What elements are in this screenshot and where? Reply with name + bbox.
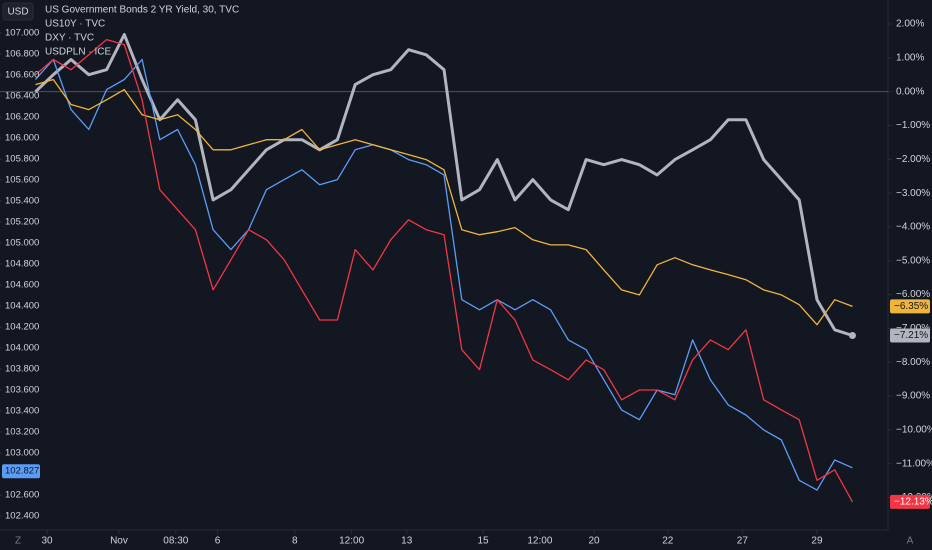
series-line: [35, 78, 853, 326]
x-tick-label: 20: [589, 536, 601, 547]
auto-scale-z[interactable]: Z: [15, 536, 21, 547]
y2-tick-label: 102.400: [5, 511, 39, 522]
value-label-bg: [890, 328, 930, 343]
x-tick-label: 27: [737, 536, 749, 547]
y-tick-label: −4.00%: [896, 222, 930, 233]
y2-tick-label: 103.800: [5, 364, 39, 375]
y-tick-label: −6.00%: [896, 289, 930, 300]
y2-tick-label: 105.000: [5, 238, 39, 249]
currency-button[interactable]: [2, 2, 34, 21]
x-tick-label: 22: [662, 536, 674, 547]
x-tick-label: 13: [401, 536, 413, 547]
y-tick-label: 1.00%: [896, 52, 924, 63]
value-label: −6.35%: [894, 301, 928, 312]
y-tick-label: −3.00%: [896, 188, 930, 199]
y2-tick-label: 102.600: [5, 490, 39, 501]
legend-entry: DXY · TVC: [45, 33, 94, 44]
y2-tick-label: 104.400: [5, 301, 39, 312]
value-label: −12.13%: [894, 497, 932, 508]
y2-tick-label: 106.400: [5, 90, 39, 101]
y2-tick-label: 106.000: [5, 133, 39, 144]
x-tick-label: 30: [42, 536, 54, 547]
series-line: [35, 58, 853, 491]
x-tick-label: Nov: [110, 536, 128, 547]
last-point: [848, 332, 856, 340]
y2-marker-bg: [2, 464, 40, 479]
y2-tick-label: 104.600: [5, 280, 39, 291]
y2-tick-label: 103.000: [5, 448, 39, 459]
x-tick-label: 08:30: [163, 536, 188, 547]
legend: US Government Bonds 2 YR Yield, 30, TVC U…: [45, 5, 239, 58]
y2-tick-label: 105.200: [5, 217, 39, 228]
y2-tick-label: 107.000: [5, 27, 39, 38]
y2-tick-label: 106.200: [5, 111, 39, 122]
y-tick-label: 0.00%: [896, 86, 924, 97]
legend-entry: US10Y · TVC: [45, 19, 105, 30]
y2-tick-label: 105.400: [5, 196, 39, 207]
y-tick-label: −8.00%: [896, 357, 930, 368]
x-tick-label: 6: [215, 536, 221, 547]
y2-tick-label: 106.600: [5, 69, 39, 80]
y-tick-label: −11.00%: [896, 458, 932, 469]
y-tick-label: −10.00%: [896, 425, 932, 436]
y2-tick-label: 103.400: [5, 406, 39, 417]
x-tick-label: 8: [292, 536, 298, 547]
y-tick-label: −2.00%: [896, 154, 930, 165]
y2-tick-label: 104.000: [5, 343, 39, 354]
value-label: −7.21%: [894, 330, 928, 341]
y2-tick-label: 103.200: [5, 427, 39, 438]
y2-tick-label: 104.800: [5, 259, 39, 270]
y-tick-label: −9.00%: [896, 391, 930, 402]
x-tick-label: 12:00: [339, 536, 364, 547]
value-label-bg: [890, 494, 930, 509]
x-tick-label: 12:00: [527, 536, 552, 547]
y2-tick-label: 103.600: [5, 385, 39, 396]
value-label-bg: [890, 299, 930, 314]
series-line: [34, 33, 853, 337]
y2-tick-label: 106.800: [5, 48, 39, 59]
currency-label: USD: [7, 7, 28, 18]
legend-entry: US Government Bonds 2 YR Yield, 30, TVC: [45, 5, 239, 16]
y2-tick-label: 105.800: [5, 154, 39, 165]
x-tick-label: 15: [478, 536, 490, 547]
y2-marker-label: 102.827: [5, 466, 39, 477]
plot: [0, 33, 888, 503]
y-tick-label: 2.00%: [896, 19, 924, 30]
y2-tick-label: 104.200: [5, 322, 39, 333]
y2-tick-label: 105.600: [5, 175, 39, 186]
y-tick-label: −5.00%: [896, 255, 930, 266]
x-tick-label: 29: [811, 536, 823, 547]
auto-scale-a[interactable]: A: [907, 536, 914, 547]
series-line: [35, 38, 854, 503]
legend-entry: USDPLN · ICE: [45, 47, 111, 58]
y-tick-label: −1.00%: [896, 120, 930, 131]
